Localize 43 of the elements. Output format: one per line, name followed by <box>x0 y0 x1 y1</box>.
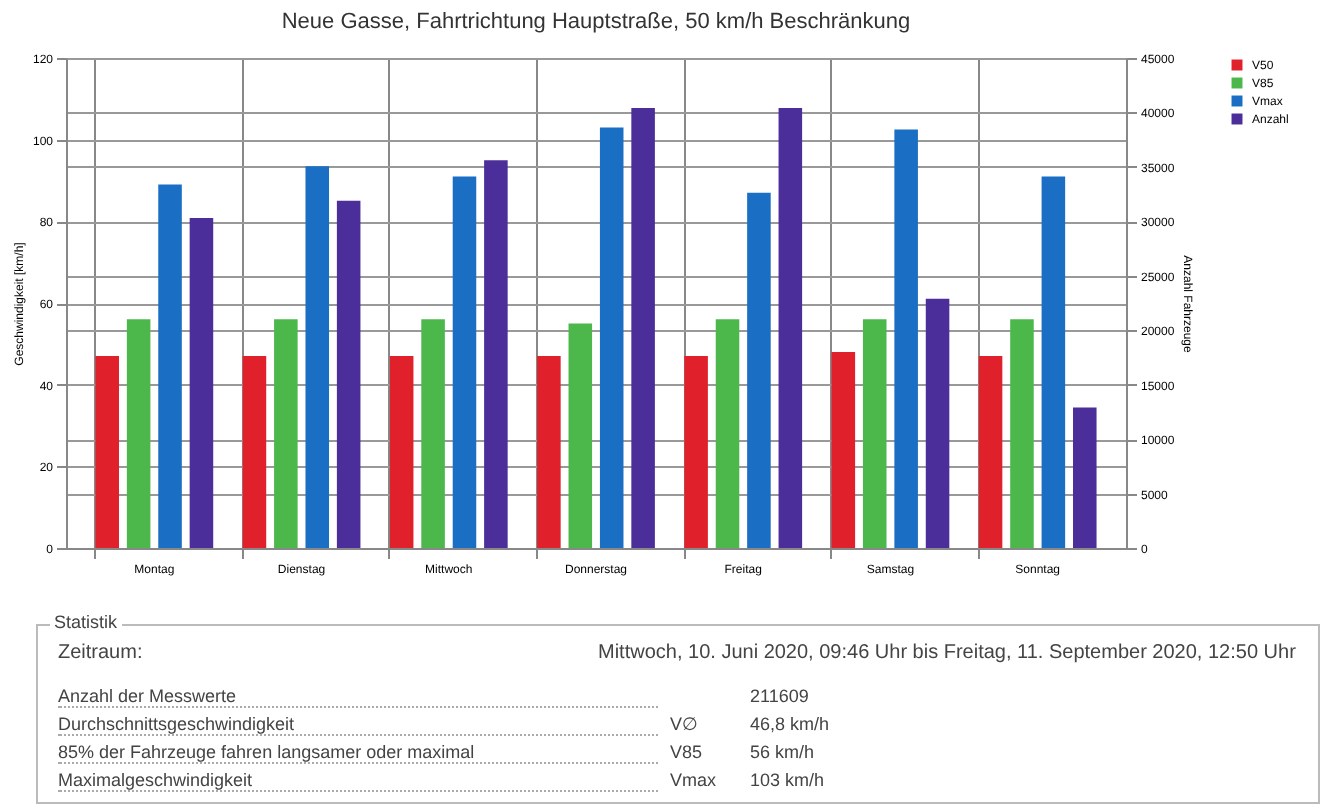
chart-title: Neue Gasse, Fahrtrichtung Hauptstraße, 50 km/h Beschränkung <box>281 10 911 34</box>
bar <box>336 200 361 548</box>
text: Zeitraum: <box>58 642 145 664</box>
bar <box>305 166 330 548</box>
bar <box>1041 176 1066 548</box>
bar <box>537 356 561 548</box>
text: V∅ <box>670 714 701 734</box>
text: Statistik <box>50 612 122 632</box>
bar <box>95 356 119 548</box>
text: Anzahl der Messwerte <box>58 686 658 708</box>
text: 46,8 km/h <box>750 714 830 734</box>
bar <box>242 356 267 548</box>
bar <box>778 108 803 548</box>
bar <box>484 160 508 548</box>
text: Vmax <box>670 770 719 790</box>
bar <box>126 319 151 548</box>
bar <box>389 356 414 548</box>
bar <box>1073 407 1097 548</box>
bar <box>599 127 624 548</box>
bar <box>452 176 477 548</box>
bar <box>274 319 298 548</box>
bar <box>684 356 708 548</box>
text: Maximalgeschwindigkeit <box>58 770 658 792</box>
bar <box>894 129 918 548</box>
bar <box>421 319 445 548</box>
bar <box>631 108 655 548</box>
text: 56 km/h <box>750 742 815 762</box>
text: V85 <box>670 742 705 762</box>
bar <box>158 184 182 548</box>
bar <box>862 319 887 548</box>
bar <box>1010 319 1034 548</box>
bar <box>831 352 856 548</box>
text: 211609 <box>750 686 809 706</box>
bar <box>978 356 1003 548</box>
bar <box>925 298 950 548</box>
text: Mittwoch, 10. Juni 2020, 09:46 Uhr bis Freitag, 11. September 2020, 12:50 Uhr <box>598 642 1296 664</box>
bar <box>568 323 593 548</box>
bar <box>189 218 214 548</box>
text: 103 km/h <box>750 770 825 790</box>
bar <box>747 192 771 548</box>
text: Durchschnittsgeschwindigkeit <box>58 714 658 736</box>
text: 85% der Fahrzeuge fahren langsamer oder maximal <box>58 742 658 764</box>
bar <box>715 319 740 548</box>
